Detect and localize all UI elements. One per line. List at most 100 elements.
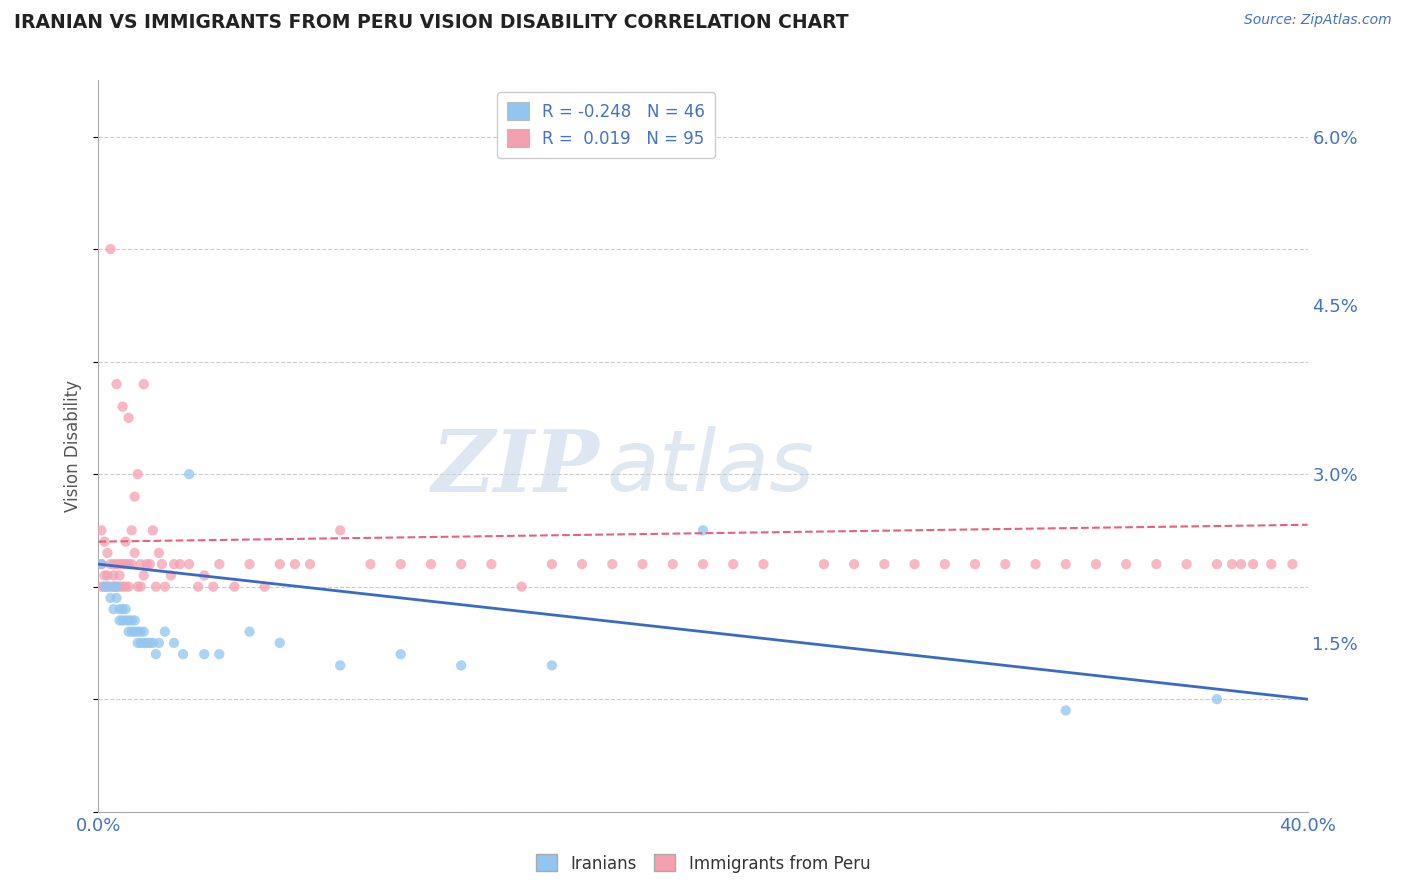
Point [111,614,134,628]
Point [114,614,136,628]
Point [142,636,165,650]
Point [253,580,276,594]
Point [105,580,128,594]
Point [1024,557,1046,571]
Point [103,557,125,571]
Point [540,557,562,571]
Point [132,636,155,650]
Point [108,568,131,582]
Point [114,557,136,571]
Point [208,647,231,661]
Point [723,557,745,571]
Point [93,580,115,594]
Point [193,647,215,661]
Point [450,658,472,673]
Point [127,467,149,482]
Point [103,580,125,594]
Point [1115,557,1137,571]
Point [124,614,146,628]
Point [571,557,593,571]
Point [329,524,352,538]
Point [1241,557,1264,571]
Point [360,557,382,571]
Point [389,647,412,661]
Point [153,624,176,639]
Legend: R = -0.248   N = 46, R =  0.019   N = 95: R = -0.248 N = 46, R = 0.019 N = 95 [498,92,716,158]
Point [179,557,201,571]
Point [90,557,112,571]
Point [1281,557,1303,571]
Point [153,580,176,594]
Point [118,624,141,639]
Point [148,546,170,560]
Point [93,534,115,549]
Point [450,557,472,571]
Point [118,557,141,571]
Point [994,557,1017,571]
Point [965,557,987,571]
Point [540,658,562,673]
Point [103,602,125,616]
Point [239,557,262,571]
Text: ZIP: ZIP [433,426,600,509]
Point [105,557,128,571]
Point [1085,557,1108,571]
Text: atlas: atlas [606,426,814,509]
Point [150,557,173,571]
Point [114,602,136,616]
Point [114,580,136,594]
Point [873,557,896,571]
Point [93,568,115,582]
Point [100,242,122,256]
Point [121,624,143,639]
Point [121,614,143,628]
Point [193,568,215,582]
Point [132,568,155,582]
Point [142,524,165,538]
Point [179,467,201,482]
Point [108,580,131,594]
Point [105,580,128,594]
Point [284,557,307,571]
Point [934,557,956,571]
Point [121,524,143,538]
Point [163,557,186,571]
Point [1260,557,1282,571]
Point [124,546,146,560]
Point [114,534,136,549]
Point [1054,703,1077,717]
Point [269,636,291,650]
Point [90,524,112,538]
Point [1144,557,1167,571]
Point [481,557,503,571]
Point [602,557,624,571]
Point [111,400,134,414]
Point [132,377,155,392]
Point [135,636,157,650]
Point [96,580,118,594]
Point [904,557,927,571]
Point [239,624,262,639]
Point [132,624,155,639]
Point [813,557,835,571]
Point [118,410,141,425]
Point [111,580,134,594]
Point [100,580,122,594]
Point [202,580,225,594]
Point [96,568,118,582]
Point [389,557,412,571]
Point [124,490,146,504]
Point [169,557,191,571]
Point [105,591,128,605]
Legend: Iranians, Immigrants from Peru: Iranians, Immigrants from Peru [529,847,877,880]
Point [692,557,714,571]
Point [127,636,149,650]
Point [121,557,143,571]
Y-axis label: Vision Disability: Vision Disability [65,380,83,512]
Point [129,580,152,594]
Point [145,647,167,661]
Point [1175,557,1198,571]
Point [844,557,866,571]
Point [135,557,157,571]
Point [1054,557,1077,571]
